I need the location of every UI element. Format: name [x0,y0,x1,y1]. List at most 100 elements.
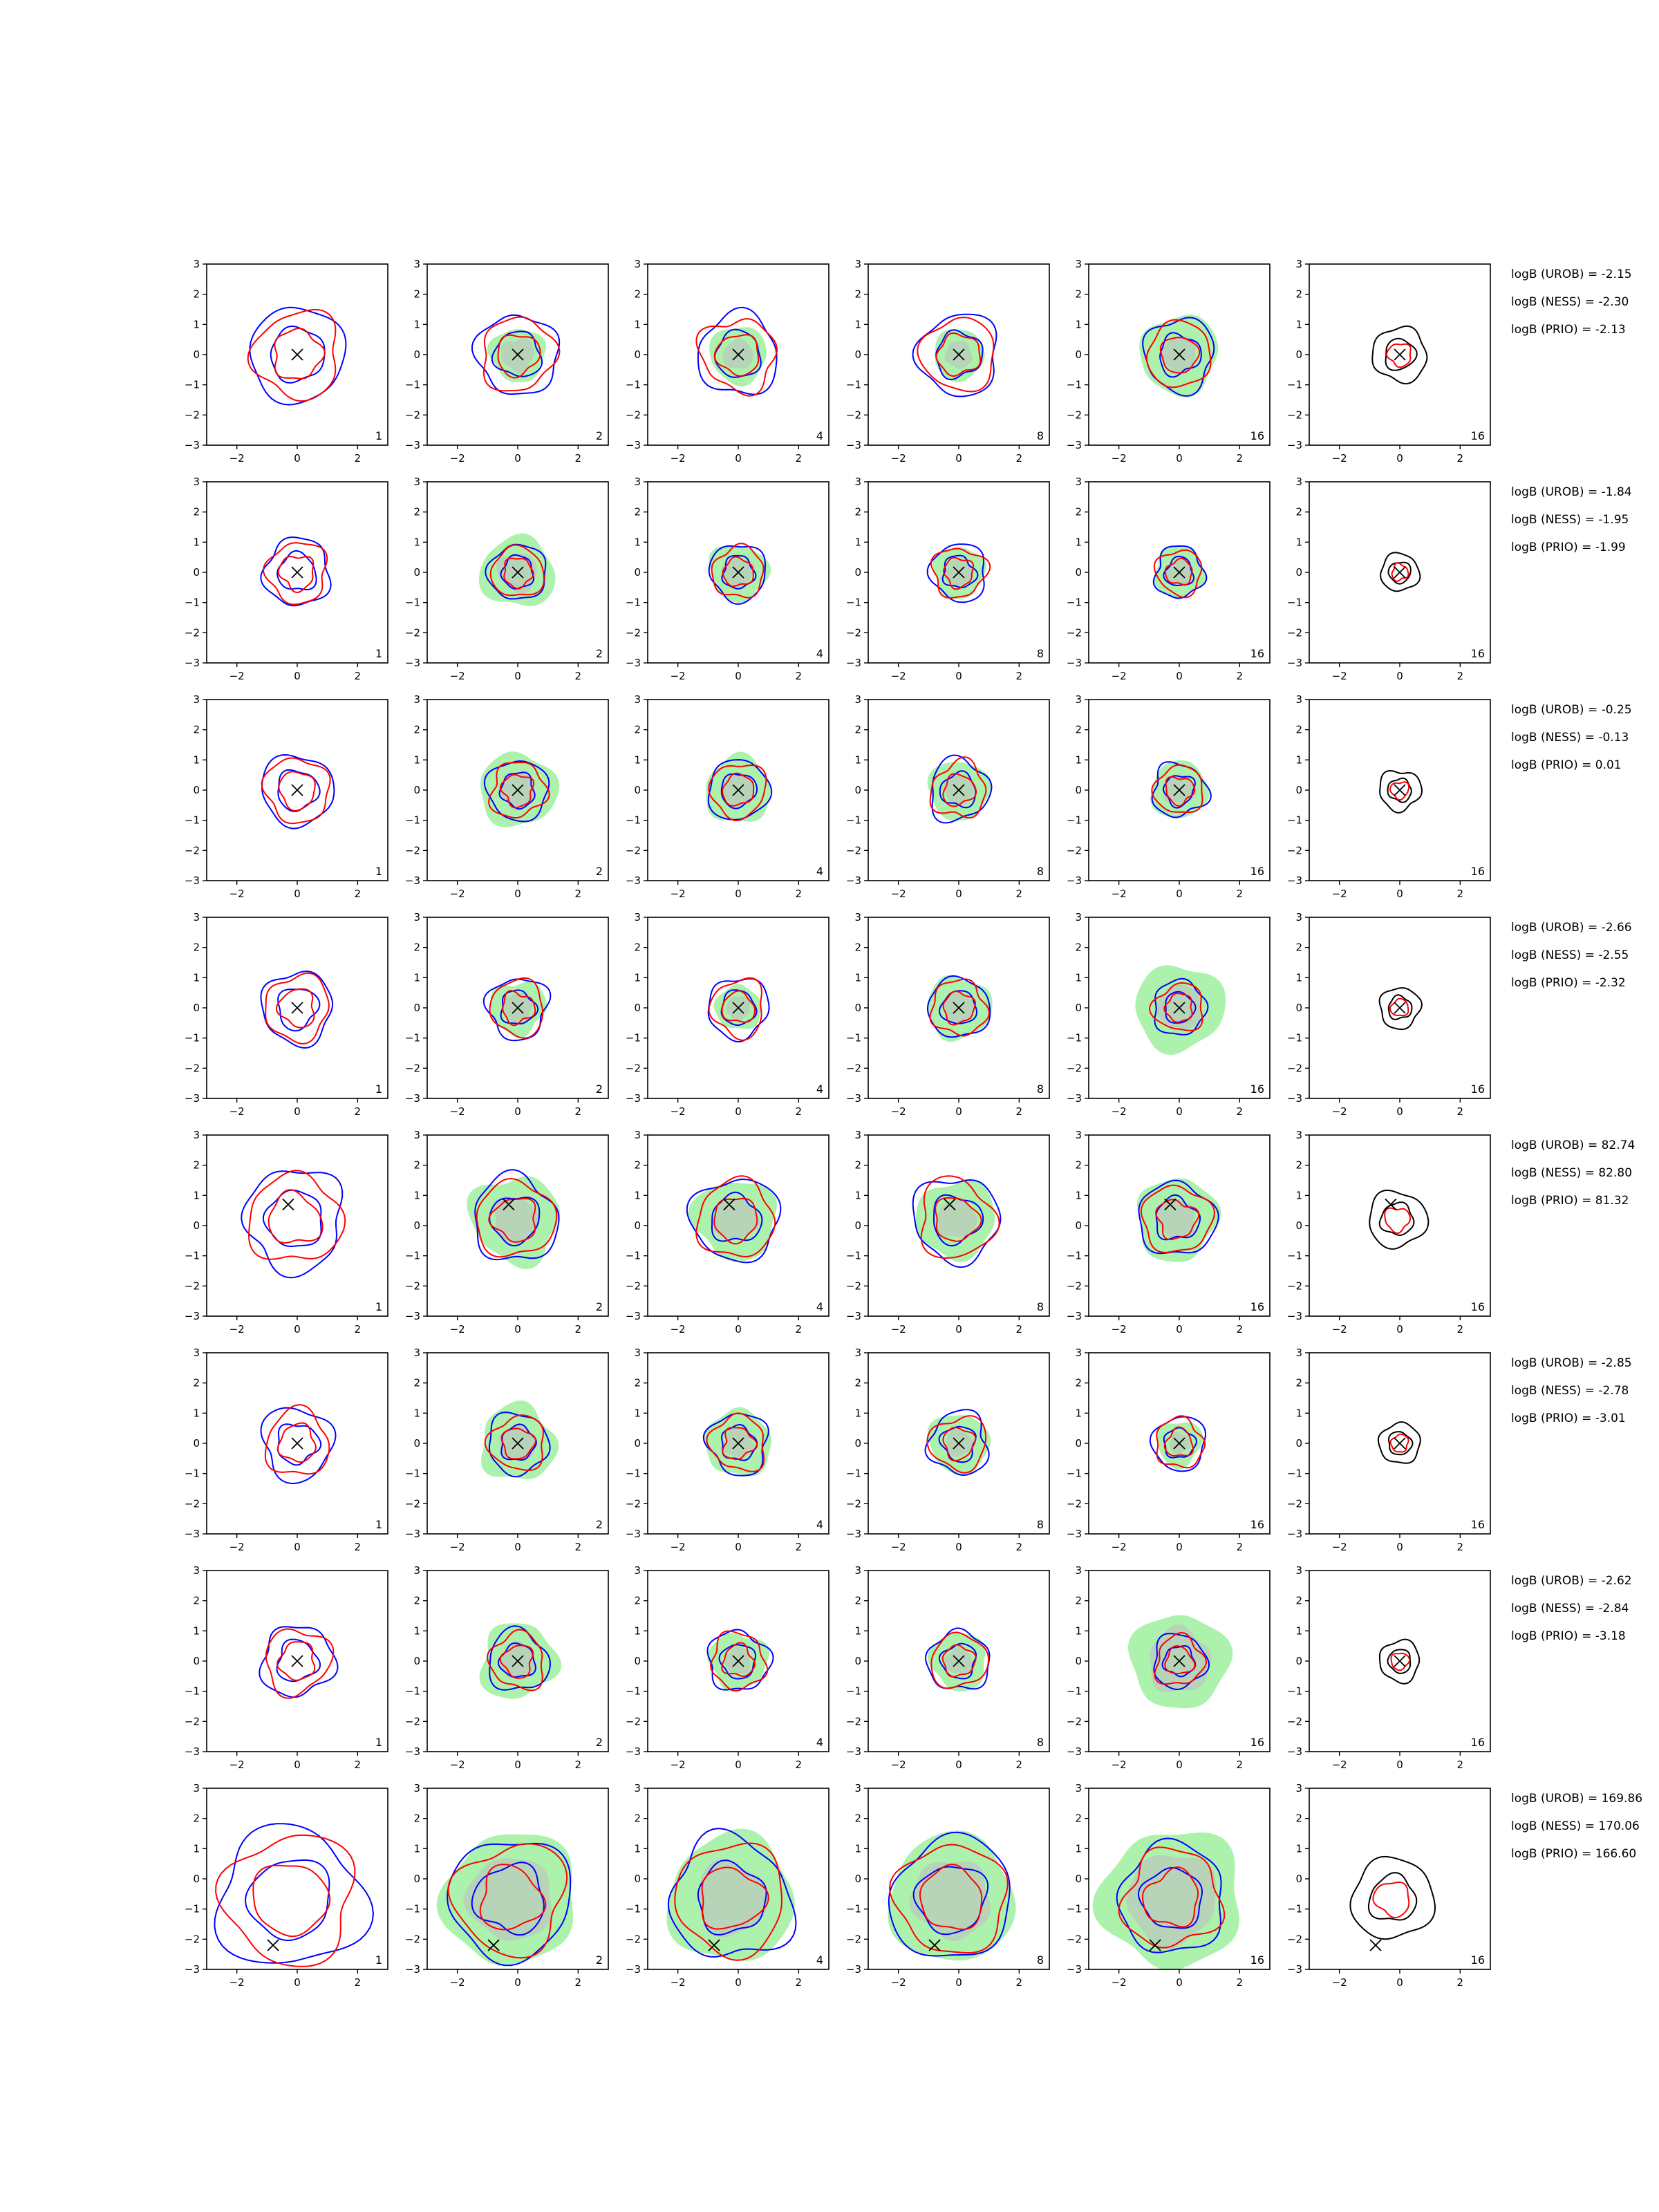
y-tick-label: 1 [1295,1842,1302,1855]
panel-plot-area [260,1404,337,1485]
blue-contour-line [697,1859,767,1936]
y-tick-label: 2 [193,1595,200,1607]
logB-annotation: logB (PRIO) = -2.13 [1511,323,1626,337]
panel-corner-label: 4 [816,1736,823,1749]
panel-r7-c4: 3 2 1 0 −1 −2 −3 −2 0 2 8 [846,1564,1050,1771]
x-tick-label: 2 [796,1541,803,1553]
y-tick-label: 1 [193,1407,200,1419]
y-tick-label: 3 [413,1782,420,1794]
y-tick-label: 3 [854,693,861,706]
black-contour-line [1387,1649,1412,1674]
x-tick-label: 2 [355,1976,362,1989]
panel-corner-label: 2 [596,1953,603,1967]
x-tick-label: 0 [735,1323,742,1335]
panel-plot-area [471,314,561,395]
y-tick-label: −3 [185,1528,200,1540]
x-tick-label: −2 [1112,1323,1127,1335]
y-tick-label: 0 [634,1219,641,1232]
y-tick-label: 2 [193,1812,200,1825]
center-x-marker [1394,784,1406,796]
y-tick-label: 0 [193,1437,200,1450]
y-tick-label: 2 [413,1812,420,1825]
panel-r2-c6: 3 2 1 0 −1 −2 −3 −2 0 2 16 [1287,476,1491,682]
center-x-marker [1173,784,1185,796]
black-contour-line [1387,777,1412,803]
y-tick-label: 2 [1075,1812,1082,1825]
logB-annotation: logB (NESS) = -1.95 [1511,513,1629,527]
y-tick-label: −2 [405,1280,420,1292]
red-contour-line [1389,997,1409,1017]
x-tick-label: −2 [1112,670,1127,682]
y-tick-label: 0 [1075,1655,1082,1667]
y-tick-label: 3 [1075,1129,1082,1141]
x-tick-label: 0 [294,1323,301,1335]
y-tick-label: −2 [1287,409,1302,421]
y-tick-label: −2 [405,844,420,856]
red-contour-line [1145,319,1212,388]
x-tick-label: 0 [1396,452,1403,465]
blue-contour-line [214,1823,375,1964]
blue-contour-line [888,1831,1011,1957]
y-tick-label: −3 [405,874,420,887]
y-tick-label: −1 [405,379,420,391]
panel-r8-c5: 3 2 1 0 −1 −2 −3 −2 0 2 16 [1067,1782,1271,1989]
red-contour-line [722,1427,758,1461]
y-tick-label: −2 [1287,844,1302,856]
red-contour-line [721,772,755,807]
center-x-marker [512,784,524,796]
y-tick-label: 0 [193,1873,200,1885]
y-tick-label: −1 [185,1032,200,1044]
y-tick-label: 2 [1075,1595,1082,1607]
y-tick-label: −2 [405,409,420,421]
y-tick-label: 3 [413,1129,420,1141]
y-tick-label: −2 [626,1715,641,1727]
y-tick-label: 3 [634,1564,641,1577]
y-tick-label: 2 [413,1159,420,1172]
panel-plot-area [478,533,556,606]
y-tick-label: −3 [1067,1963,1082,1976]
x-tick-label: 2 [796,1105,803,1118]
gray-density-region [1126,1855,1216,1950]
red-contour-line [935,332,982,377]
red-contour-line [447,1843,568,1959]
panel-corner-label: 16 [1471,1300,1485,1313]
panel-r3-c1: 3 2 1 0 −1 −2 −3 −2 0 2 1 [185,693,388,900]
blue-contour-line [912,1866,989,1936]
y-tick-label: 2 [854,724,861,736]
panel-plot-area [1092,1833,1239,1969]
y-tick-label: −1 [846,1903,861,1915]
y-tick-label: 0 [634,1002,641,1014]
y-tick-label: −2 [846,1933,861,1945]
red-contour-line [695,1175,776,1258]
blue-contour-line [500,554,535,590]
panel-corner-label: 8 [1037,647,1044,660]
x-tick-label: 2 [355,1105,362,1118]
center-x-marker [291,348,303,361]
y-tick-label: 2 [634,1159,641,1172]
red-contour-line [721,990,756,1023]
panel-plot-area [1135,965,1226,1055]
center-x-marker [732,566,744,579]
black-contour-line [1385,337,1418,371]
x-tick-label: 0 [514,452,521,465]
red-contour-line [265,1628,335,1699]
x-tick-label: 0 [955,670,962,682]
y-tick-label: 2 [193,941,200,954]
center-x-marker [1173,566,1185,579]
panel-r3-c2: 3 2 1 0 −1 −2 −3 −2 0 2 2 [405,693,609,900]
center-x-marker [732,1002,744,1014]
red-contour-line [268,1189,324,1244]
y-tick-label: 1 [193,536,200,548]
black-contour-line [1371,325,1428,385]
red-contour-line [1372,1881,1410,1919]
x-tick-label: 2 [796,888,803,900]
center-x-marker [1173,1002,1185,1014]
x-tick-label: 2 [1237,1976,1244,1989]
red-contour-line [1153,549,1203,599]
red-contour-line [262,542,328,606]
x-tick-label: −2 [1332,1105,1347,1118]
y-tick-label: 1 [1075,536,1082,548]
blue-contour-line [262,1189,322,1247]
y-tick-label: 0 [634,1437,641,1450]
y-tick-label: 1 [413,318,420,330]
